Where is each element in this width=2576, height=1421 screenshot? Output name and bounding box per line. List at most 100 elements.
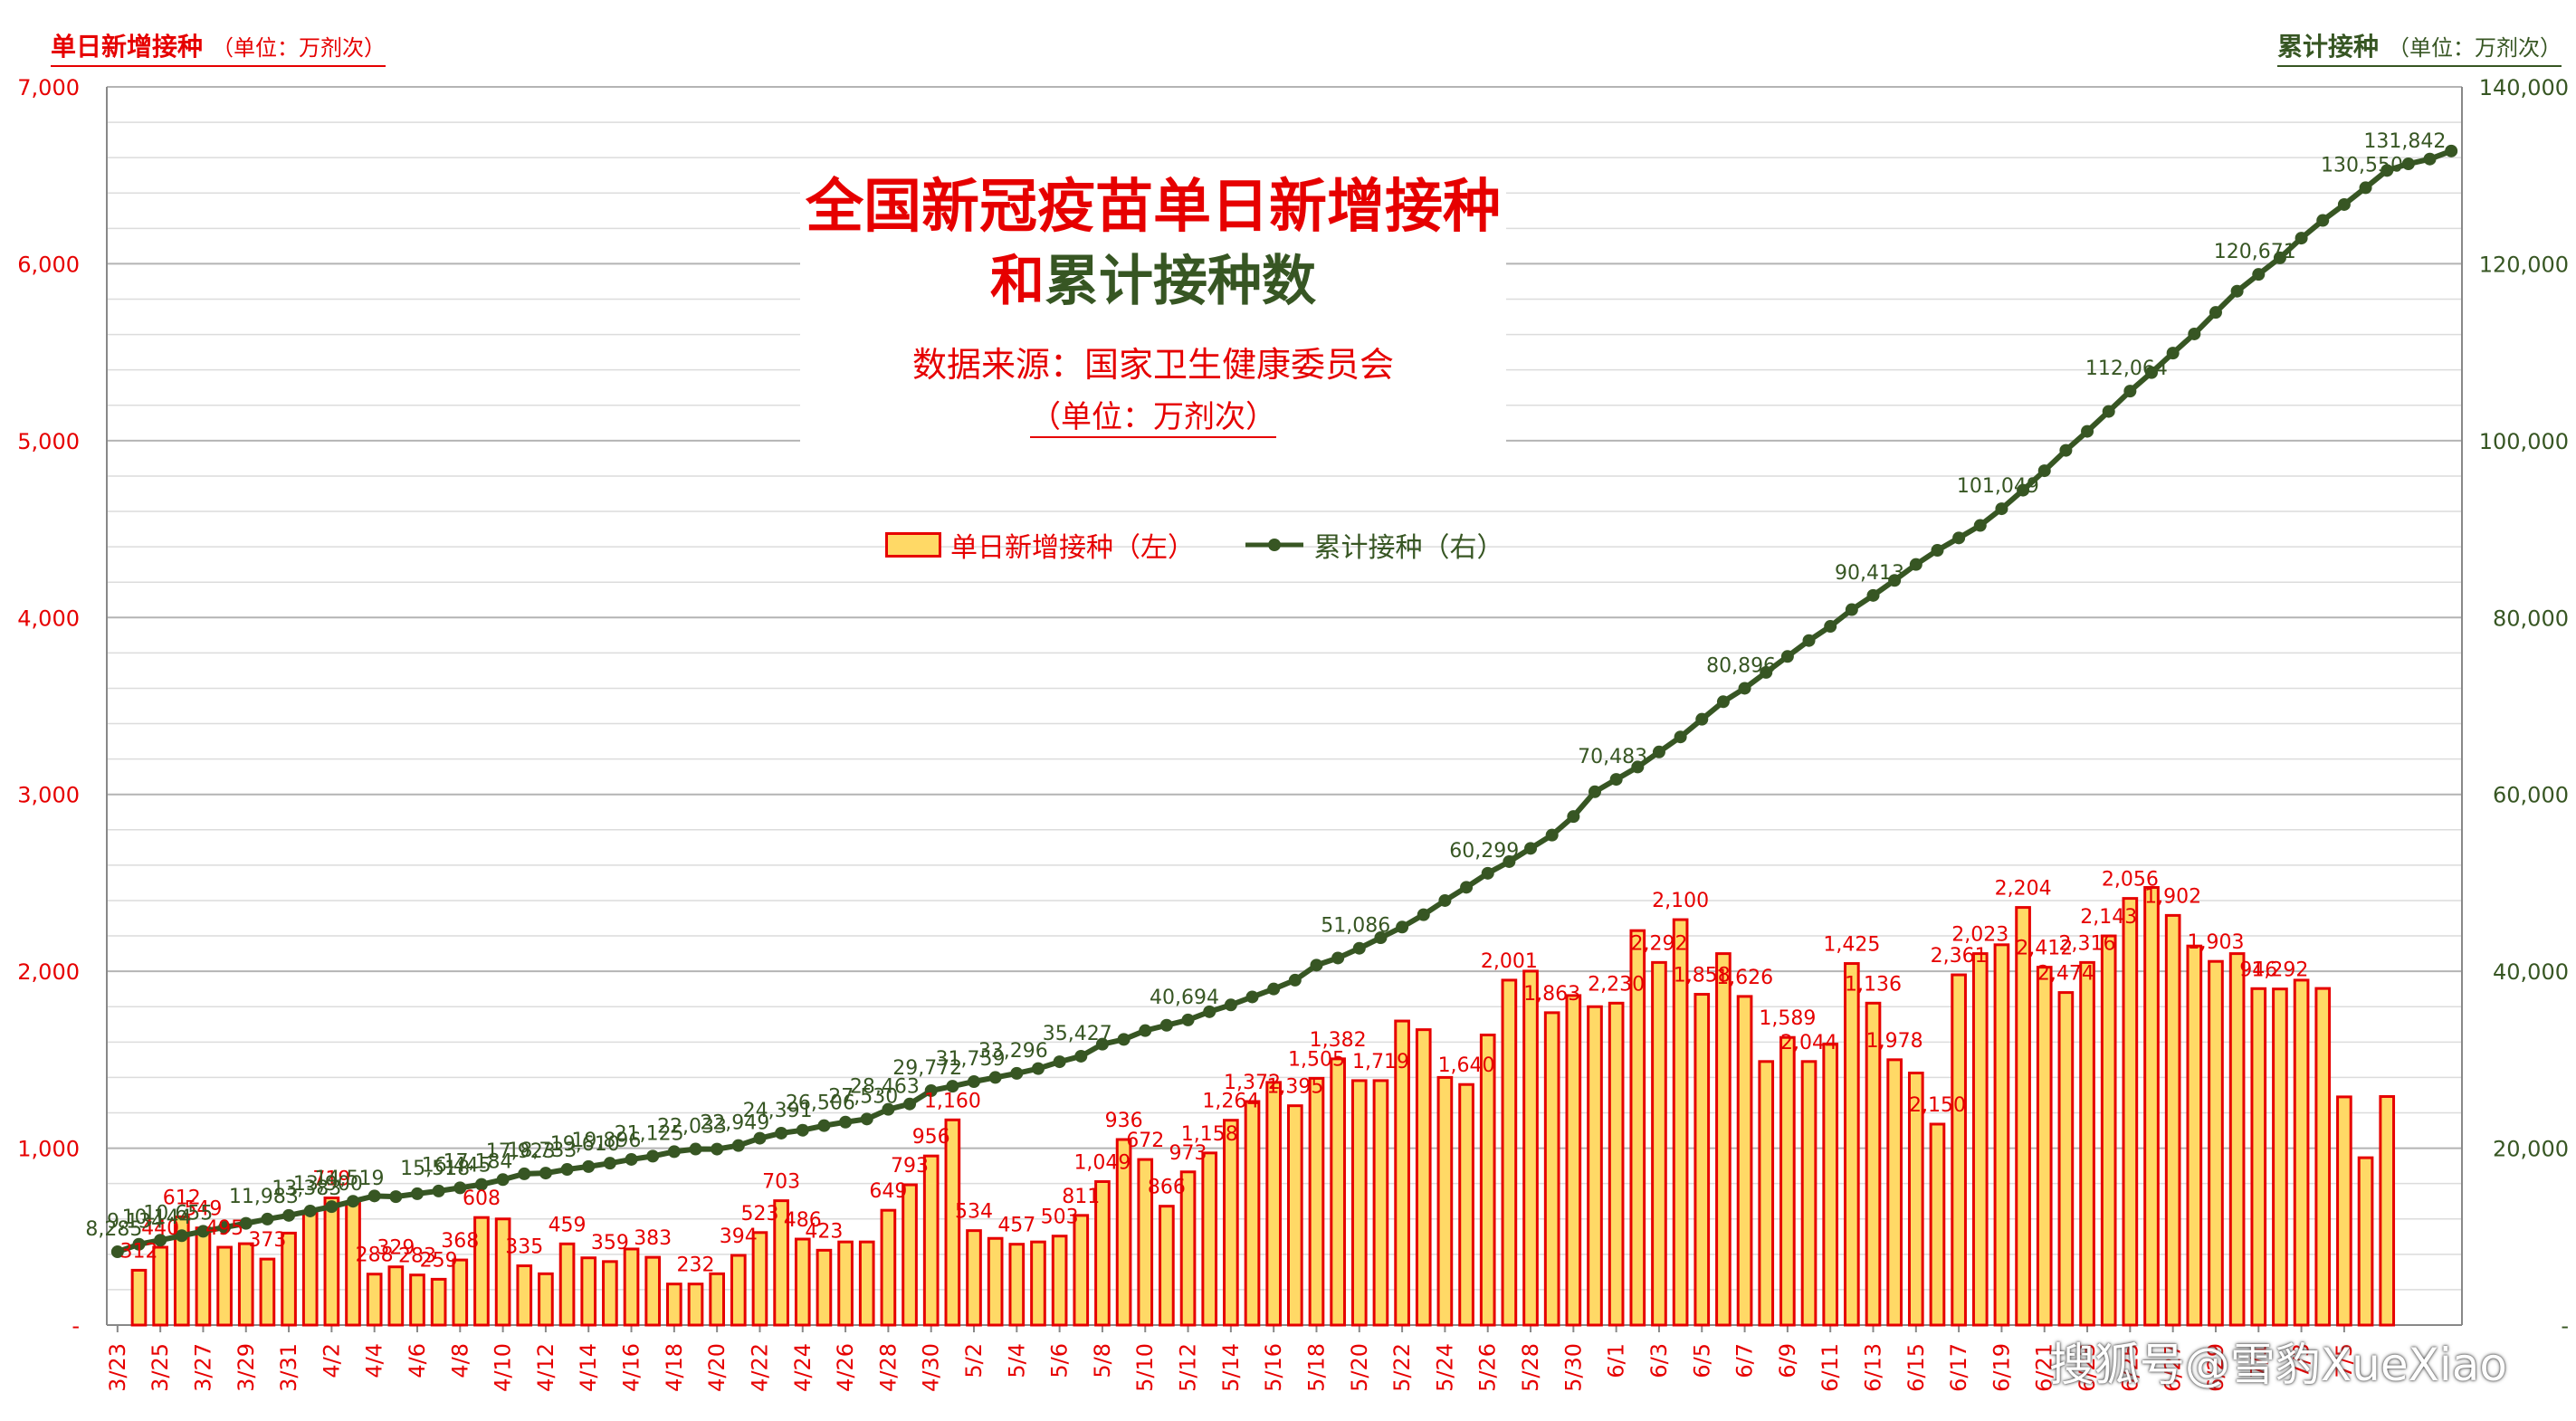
bar-data-label: 2,023 <box>1951 924 2008 947</box>
legend-bar-swatch <box>885 532 941 558</box>
x-tick-label: 4/22 <box>747 1343 772 1392</box>
bar <box>173 1215 190 1327</box>
line-point <box>625 1152 638 1166</box>
line-point <box>1824 620 1837 634</box>
left-tick-label: 5,000 <box>17 429 80 454</box>
bar <box>1907 1072 1924 1327</box>
line-point <box>2059 443 2073 457</box>
line-point <box>946 1080 959 1093</box>
line-data-label: 18,733 <box>507 1140 577 1162</box>
bar-data-label: 946 <box>2239 958 2277 981</box>
bar-data-label: 335 <box>505 1236 543 1259</box>
left-tick-label: - <box>72 1313 80 1339</box>
bar-data-label: 649 <box>869 1180 907 1203</box>
line-data-label: 11,983 <box>229 1186 299 1208</box>
line-point <box>239 1216 253 1230</box>
x-tick-label: 6/29 <box>2203 1343 2228 1392</box>
bar <box>2228 952 2246 1327</box>
line-point <box>539 1167 552 1180</box>
bar-data-label: 1,158 <box>1181 1123 1238 1146</box>
bar-data-label: 312 <box>119 1240 157 1263</box>
line-point <box>347 1195 360 1208</box>
line-point <box>132 1237 146 1251</box>
bar <box>1350 1079 1368 1327</box>
left-tick-label: 7,000 <box>17 75 80 100</box>
bar <box>2164 913 2181 1327</box>
line-point <box>2188 327 2201 340</box>
bar-data-label: 440 <box>141 1217 179 1240</box>
line-point <box>667 1145 681 1159</box>
bar <box>816 1248 833 1327</box>
bar-data-label: 1,264 <box>1202 1091 1259 1113</box>
line-point <box>154 1234 167 1247</box>
bar <box>1244 1100 1261 1327</box>
bar-data-label: 373 <box>248 1229 286 1252</box>
line-data-label: 22,949 <box>700 1112 769 1135</box>
line-point <box>1609 773 1623 787</box>
bar <box>1223 1119 1239 1327</box>
x-tick-label: 5/18 <box>1303 1343 1329 1392</box>
bar <box>858 1240 875 1327</box>
bar <box>987 1236 1004 1327</box>
bar-data-label: 368 <box>441 1230 479 1253</box>
line-point <box>1716 695 1730 709</box>
bar-data-label: 259 <box>420 1249 458 1272</box>
line-point <box>474 1178 488 1191</box>
x-tick-label: 4/20 <box>704 1343 730 1392</box>
x-tick-label: 4/26 <box>833 1343 858 1392</box>
line-point <box>1074 1049 1088 1063</box>
line-data-label: 15,518 <box>400 1158 470 1180</box>
bar <box>1693 993 1711 1327</box>
bar <box>281 1231 297 1327</box>
x-tick-label: 4/2 <box>319 1343 344 1378</box>
bar <box>709 1272 725 1327</box>
line-point <box>1674 730 1687 744</box>
bar <box>1501 978 1518 1327</box>
line-data-label: 13,383 <box>272 1178 341 1200</box>
bar <box>666 1283 682 1327</box>
line-point <box>2359 181 2372 195</box>
line-point <box>1331 951 1345 965</box>
line-point <box>796 1123 809 1137</box>
line-point <box>731 1139 745 1152</box>
line-point <box>2423 152 2437 166</box>
bar <box>1394 1019 1410 1327</box>
x-tick-label: 6/23 <box>2075 1343 2100 1392</box>
line-point <box>1973 519 1987 532</box>
x-tick-label: 3/31 <box>276 1343 301 1392</box>
bar-data-label: 1,902 <box>2144 885 2201 908</box>
bar <box>602 1260 618 1327</box>
line-point <box>303 1204 317 1217</box>
x-tick-label: 5/14 <box>1218 1343 1244 1392</box>
line-point <box>1417 908 1430 921</box>
x-tick-label: 6/15 <box>1903 1343 1929 1392</box>
line-data-label: 19,610 <box>550 1133 620 1156</box>
line-point <box>1267 982 1281 996</box>
line-point <box>711 1142 724 1156</box>
bar <box>1779 1035 1796 1327</box>
line-point <box>988 1071 1002 1084</box>
line-data-label: 22,033 <box>657 1116 727 1139</box>
line-point <box>646 1149 660 1163</box>
right-tick-label: 80,000 <box>2493 606 2569 631</box>
line-point <box>410 1187 424 1200</box>
bar <box>387 1265 405 1327</box>
line-point <box>325 1200 339 1214</box>
line-data-label: 40,694 <box>1150 987 1219 1009</box>
line-point <box>817 1119 831 1132</box>
bar-data-label: 703 <box>762 1171 800 1194</box>
bar <box>1008 1243 1026 1327</box>
line-point <box>2037 464 2051 478</box>
bar <box>452 1258 469 1327</box>
line-point <box>2380 164 2394 177</box>
bar-data-label: 2,361 <box>1931 945 1988 968</box>
line-data-label: 70,483 <box>1578 746 1647 768</box>
x-tick-label: 5/30 <box>1560 1343 1586 1392</box>
right-axis-unit: （单位：万剂次） <box>2388 35 2562 61</box>
x-tick-label: 3/23 <box>105 1343 130 1392</box>
bar <box>2250 987 2267 1327</box>
bar <box>1822 1042 1839 1327</box>
x-tick-label: 3/25 <box>148 1343 173 1392</box>
x-tick-label: 4/6 <box>405 1343 430 1378</box>
line-point <box>1760 665 1773 679</box>
